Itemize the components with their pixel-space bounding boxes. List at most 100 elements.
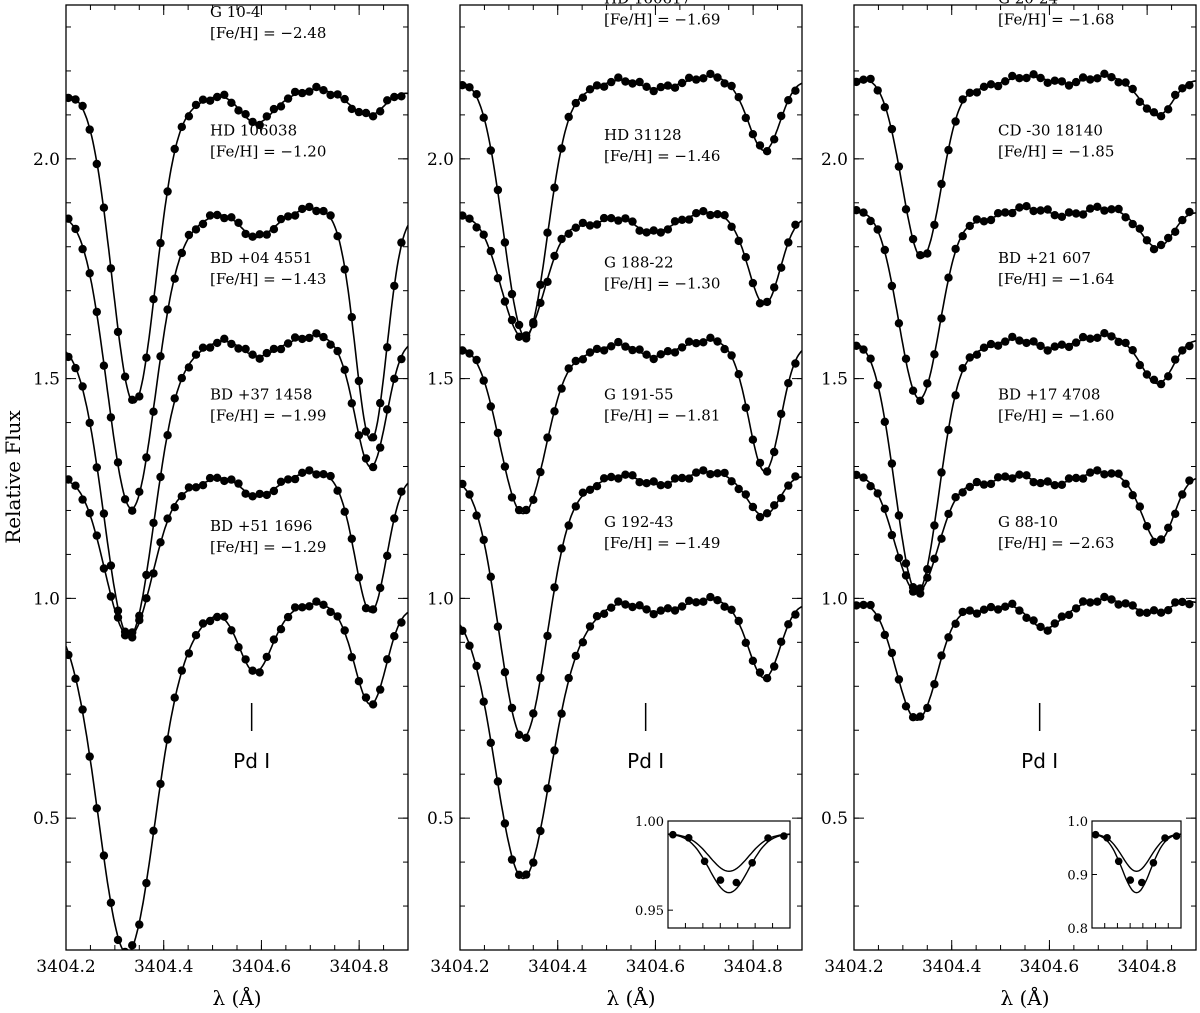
observed-point bbox=[873, 86, 882, 95]
observed-point bbox=[149, 295, 158, 304]
observed-point bbox=[1164, 606, 1173, 615]
star-name-label: BD +17 4708 bbox=[998, 385, 1100, 403]
observed-point bbox=[1093, 333, 1102, 342]
observed-point bbox=[234, 106, 243, 115]
observed-point bbox=[635, 601, 644, 610]
observed-point bbox=[269, 486, 279, 496]
observed-point bbox=[536, 280, 545, 289]
observed-point bbox=[319, 470, 328, 479]
observed-point bbox=[887, 648, 897, 658]
observed-point bbox=[184, 363, 194, 372]
observed-point bbox=[255, 354, 264, 363]
observed-point bbox=[656, 82, 665, 92]
observed-point bbox=[1156, 112, 1166, 121]
observed-point bbox=[85, 125, 94, 134]
observed-point bbox=[706, 333, 715, 342]
observed-point bbox=[677, 343, 687, 352]
observed-point bbox=[854, 206, 861, 215]
star-name-label: HD 31128 bbox=[604, 126, 682, 144]
observed-point bbox=[1135, 360, 1145, 370]
observed-point bbox=[1086, 468, 1095, 477]
observed-point bbox=[599, 609, 609, 618]
observed-point bbox=[571, 98, 580, 108]
observed-point bbox=[1064, 610, 1074, 620]
observed-point bbox=[128, 506, 137, 515]
observed-point bbox=[1078, 210, 1088, 219]
star-name-label: G 192-43 bbox=[604, 513, 674, 531]
observed-point bbox=[269, 344, 279, 354]
observed-point bbox=[663, 225, 673, 234]
observed-point bbox=[1121, 338, 1130, 348]
observed-point bbox=[1178, 346, 1187, 355]
observed-point bbox=[1071, 209, 1081, 218]
synthetic-spectrum-line bbox=[854, 75, 1196, 259]
observed-point bbox=[184, 230, 194, 240]
observed-point bbox=[550, 583, 559, 592]
observed-point bbox=[354, 376, 364, 386]
observed-point bbox=[958, 488, 967, 497]
observed-point bbox=[859, 75, 868, 84]
observed-point bbox=[979, 82, 989, 92]
observed-point bbox=[85, 509, 94, 518]
observed-point bbox=[684, 474, 694, 483]
x-axis-label: λ (Å) bbox=[212, 985, 261, 1010]
observed-point bbox=[734, 93, 743, 102]
observed-point bbox=[755, 668, 765, 677]
x-tick-label: 3404.6 bbox=[1020, 957, 1079, 977]
observed-point bbox=[1171, 598, 1180, 607]
observed-point bbox=[191, 483, 201, 492]
observed-point bbox=[1078, 474, 1088, 483]
observed-point bbox=[748, 278, 758, 288]
observed-point bbox=[135, 920, 144, 929]
observed-point bbox=[500, 238, 510, 247]
inset-observed-point bbox=[700, 857, 709, 866]
observed-point bbox=[1178, 597, 1187, 607]
observed-point bbox=[383, 405, 392, 414]
observed-point bbox=[894, 675, 904, 684]
observed-point bbox=[614, 474, 623, 483]
observed-point bbox=[670, 606, 680, 615]
observed-point bbox=[198, 343, 208, 352]
observed-point bbox=[1185, 81, 1194, 90]
observed-point bbox=[255, 489, 264, 499]
observed-point bbox=[522, 733, 531, 742]
observed-point bbox=[135, 392, 144, 401]
observed-point bbox=[1078, 332, 1088, 342]
observed-point bbox=[486, 246, 495, 256]
observed-point bbox=[1156, 240, 1166, 250]
observed-point bbox=[290, 333, 300, 342]
observed-point bbox=[894, 511, 904, 520]
metallicity-label: [Fe/H] = −2.63 bbox=[998, 534, 1114, 552]
observed-point bbox=[628, 217, 637, 226]
observed-point bbox=[1057, 612, 1067, 621]
observed-point bbox=[1057, 480, 1067, 489]
star-name-label: BD +51 1696 bbox=[210, 517, 312, 535]
observed-point bbox=[916, 712, 925, 721]
inset-observed-point bbox=[732, 878, 741, 887]
synthetic-spectrum-line bbox=[460, 339, 802, 515]
observed-point bbox=[599, 82, 609, 91]
observed-point bbox=[522, 870, 531, 879]
y-tick-label: 2.0 bbox=[427, 150, 454, 170]
observed-point bbox=[319, 86, 328, 95]
observed-point bbox=[755, 458, 765, 468]
observed-point bbox=[873, 489, 882, 498]
observed-point bbox=[184, 112, 194, 121]
observed-point bbox=[635, 77, 644, 87]
observed-point bbox=[479, 113, 488, 122]
observed-point bbox=[354, 431, 364, 440]
series-hd-31128 bbox=[460, 207, 802, 343]
observed-point bbox=[1142, 522, 1152, 531]
y-tick-label: 0.5 bbox=[821, 809, 848, 829]
observed-point bbox=[706, 210, 715, 220]
observed-point bbox=[670, 217, 680, 226]
observed-point bbox=[191, 225, 201, 234]
observed-point bbox=[326, 607, 335, 617]
observed-point bbox=[1135, 502, 1145, 511]
observed-point bbox=[347, 653, 356, 662]
observed-point bbox=[397, 92, 406, 101]
panel-middle: 3404.2 3404.4 3404.6 3404.8 0.5 1.0 1.5 2.0 λ (Å… bbox=[427, 0, 803, 1010]
observed-point bbox=[599, 474, 609, 483]
observed-point bbox=[78, 382, 87, 391]
observed-point bbox=[784, 481, 793, 490]
